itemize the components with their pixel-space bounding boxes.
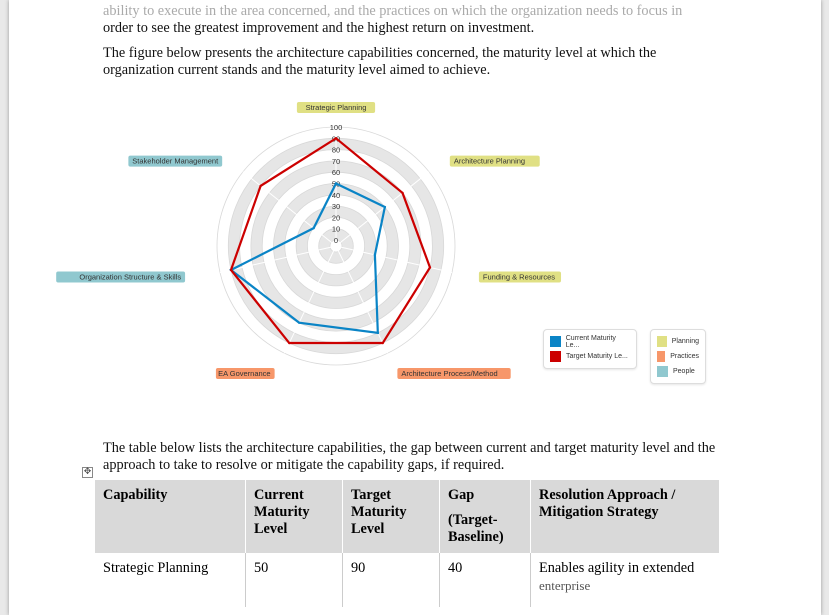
tick-label: 60 [332,168,340,177]
legend-item-current[interactable]: Current Maturity Le... [550,334,630,349]
legend-swatch [657,336,667,347]
data-point [428,266,432,269]
axis-spoke [219,245,337,273]
category-label-bg [449,155,540,167]
axis-spoke [335,245,453,273]
axis-spoke [335,171,430,247]
document-page: ability to execute in the area concerned… [9,0,821,615]
tick-label: 100 [330,123,343,132]
data-point [259,184,262,188]
cell-target: 90 [342,553,440,607]
cell-current: 50 [245,553,343,607]
category-label-bg [296,102,376,113]
axis-spoke [242,171,337,247]
category-label: Stakeholder Management [132,157,219,166]
category-label-bg [397,368,511,379]
legend-swatch [550,336,561,347]
tick-label: 40 [332,191,340,200]
data-point [312,226,315,230]
header-gap: Gap (Target-Baseline) [439,480,531,553]
category-label: Organization Structure & Skills [79,272,181,281]
header-target: Target Maturity Level [342,480,440,553]
tick-label: 20 [332,213,340,222]
tick-label: 10 [332,225,340,234]
legend-item-target[interactable]: Target Maturity Le... [550,349,630,364]
category-label-bg [478,271,562,283]
table-header-row: Capability Current Maturity Level Target… [95,480,719,553]
data-point [334,137,338,140]
table-row: Strategic Planning 50 90 40 Enables agil… [95,553,719,607]
axis-spoke [335,245,389,354]
series-target [229,136,432,345]
header-resolution: Resolution Approach / Mitigation Strateg… [530,480,719,553]
cell-gap: 40 [439,553,531,607]
category-label-bg [128,155,223,167]
cell-resolution: Enables agility in extended enterprise [539,560,695,593]
data-point [334,182,338,185]
tick-label: 0 [334,236,338,245]
paragraph-faded: ability to execute in the area concerned… [103,3,683,19]
capability-table: Capability Current Maturity Level Target… [95,480,719,607]
category-label: Architecture Planning [454,157,525,166]
tick-label: 80 [332,146,340,155]
legend-item-planning[interactable]: Planning [657,334,699,349]
paragraph-intro: order to see the greatest improvement an… [103,20,535,36]
tick-label: 30 [332,202,340,211]
data-point [381,341,384,345]
category-label: Strategic Planning [306,103,367,112]
data-point [383,205,387,209]
group-legend: Planning Practices People [650,329,706,384]
cell-capability: Strategic Planning [95,553,246,607]
header-capability: Capability [95,480,246,553]
category-label: EA Governance [218,369,271,378]
category-label: Architecture Process/Method [401,369,497,378]
legend-item-people[interactable]: People [657,364,699,379]
move-handle-icon[interactable]: ✥ [82,467,93,478]
series-legend: Current Maturity Le... Target Maturity L… [543,329,637,369]
data-point [376,331,380,335]
series-current [228,182,387,335]
data-point [288,341,291,345]
paragraph-table-intro: The table below lists the architecture c… [103,440,716,473]
data-point [401,191,404,195]
legend-swatch [550,351,561,362]
radar-chart: 0102030405060708090100Strategic Planning… [56,102,562,379]
data-point [297,321,301,324]
axis-spoke [283,245,337,354]
legend-swatch [657,351,666,362]
header-current: Current Maturity Level [245,480,343,553]
paragraph-figure: The figure below presents the architectu… [103,45,657,78]
tick-label: 70 [332,157,340,166]
category-label-bg [56,271,186,283]
data-point [373,253,377,257]
data-point [229,268,233,272]
category-label-bg [215,368,275,379]
legend-item-practices[interactable]: Practices [657,349,699,364]
category-label: Funding & Resources [483,272,555,281]
legend-swatch [657,366,668,377]
